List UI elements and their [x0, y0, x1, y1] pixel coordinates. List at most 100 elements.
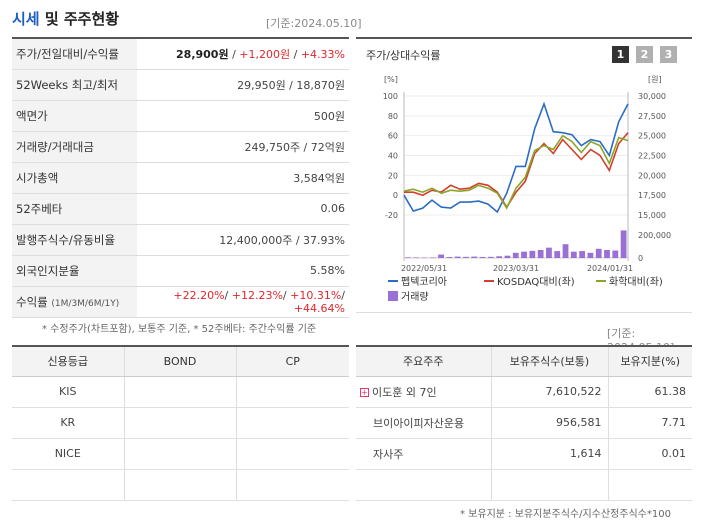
- holder-name: 자사주: [356, 438, 491, 470]
- quote-table: 주가/전일대비/수익률 28,900원 / +1,200원 / +4.33% 5…: [12, 37, 349, 318]
- table-row: KIS: [12, 376, 349, 408]
- return-3m: +12.23%: [231, 288, 283, 302]
- credit-header-row: 신용등급 BOND CP: [12, 346, 349, 377]
- quote-value: 500원: [137, 100, 349, 132]
- quote-value: 0.06: [137, 193, 349, 225]
- volume-bar: [487, 256, 494, 258]
- holder-name: + 이도훈 외 7인: [356, 376, 491, 408]
- credit-bond: [123, 469, 236, 501]
- table-row: 브이아이피자산운용 956,581 7.71: [356, 407, 692, 439]
- volume-tick-label: 200,000: [638, 231, 671, 240]
- credit-cp: [235, 469, 349, 501]
- quote-label: 52주베타: [12, 193, 137, 225]
- series-line: [404, 132, 629, 209]
- volume-bar: [620, 230, 627, 258]
- table-row: 자사주 1,614 0.01: [356, 438, 692, 470]
- table-row: [12, 469, 349, 501]
- holder-name-text[interactable]: 이도훈 외 7인: [372, 385, 437, 399]
- holder-shares: 956,581: [490, 407, 608, 439]
- quote-label: 52Weeks 최고/최저: [12, 69, 137, 101]
- volume-bar: [537, 249, 544, 258]
- y-right-tick-label: 15,000: [638, 211, 666, 220]
- table-row: NICE: [12, 438, 349, 470]
- volume-tick-label: 0: [638, 254, 643, 263]
- volume-bar: [405, 257, 411, 258]
- volume-bar: [604, 249, 610, 258]
- volume-bar: [587, 252, 594, 258]
- holder-name: [356, 469, 491, 501]
- quote-value: 249,750주 / 72억원: [137, 131, 349, 163]
- y-left-tick-label: 60: [388, 132, 398, 141]
- y-left-tick-label: 40: [388, 152, 398, 161]
- y-right-unit: [원]: [648, 75, 662, 84]
- holders-header: 주요주주: [356, 346, 491, 377]
- credit-bond: [123, 407, 236, 439]
- x-tick-label: 2024/01/31: [587, 264, 633, 273]
- quote-value: 28,900원 / +1,200원 / +4.33%: [137, 38, 349, 70]
- credit-header: 신용등급: [12, 346, 124, 377]
- holder-shares: 7,610,522: [490, 376, 608, 408]
- change-value: +1,200원: [239, 47, 291, 61]
- y-left-tick-label: -20: [385, 211, 398, 220]
- volume-bar: [504, 255, 511, 258]
- credit-agency: [12, 469, 124, 501]
- price-value: 28,900원: [176, 47, 229, 61]
- section-title: 시세 및 주주현황: [12, 8, 119, 29]
- volume-bar: [471, 256, 478, 258]
- credit-table: 신용등급 BOND CP KIS KR NICE: [12, 345, 349, 501]
- quote-row-returns: 수익률 (1M/3M/6M/1Y) +22.20%/ +12.23%/ +10.…: [12, 286, 349, 318]
- price-chart: [%] [원] 100 80 60 40 20 0 -20 30,000 27,500 25,000 2…: [383, 75, 671, 303]
- holders-table: 주요주주 보유주식수(보통) 보유지분(%) + 이도훈 외 7인 7,610,5…: [356, 345, 692, 501]
- returns-values: +22.20%/ +12.23%/ +10.31%/ +44.64%: [137, 286, 349, 318]
- y-right-tick-label: 20,000: [638, 171, 666, 180]
- separator: /: [224, 288, 232, 302]
- ref-date-top: [기준:2024.05.10]: [266, 17, 362, 30]
- chart-page-2-button[interactable]: 2: [636, 46, 653, 63]
- quote-footnote: * 수정주가(차트포함), 보통주 기준, * 52주베타: 주간수익률 기준: [42, 324, 317, 335]
- credit-agency: KR: [12, 407, 124, 439]
- volume-bar: [612, 250, 619, 258]
- expand-plus-icon[interactable]: +: [360, 388, 369, 397]
- table-row: [356, 469, 692, 501]
- credit-header: CP: [235, 346, 349, 377]
- quote-label: 시가총액: [12, 162, 137, 194]
- returns-period: (1M/3M/6M/1Y): [51, 298, 120, 309]
- quote-label: 수익률 (1M/3M/6M/1Y): [12, 286, 137, 318]
- return-6m: +10.31%: [290, 288, 342, 302]
- series-line: [403, 101, 629, 214]
- section-title-accent: 시세: [12, 10, 40, 28]
- holder-pct: 61.38: [607, 376, 692, 408]
- legend-label: 거래량: [401, 291, 429, 303]
- quote-value: 29,950원 / 18,870원: [137, 69, 349, 101]
- volume-bar: [546, 247, 552, 258]
- quote-label: 외국인지분율: [12, 255, 137, 287]
- chart-title: 주가/상대수익률: [366, 49, 441, 62]
- chart-panel: 주가/상대수익률 1 2 3 [%] [원] 100 80 60 40 20 0 -20 30,0…: [356, 37, 692, 313]
- volume-bar: [413, 257, 420, 258]
- holder-pct: [607, 469, 692, 501]
- volume-bar: [446, 257, 453, 258]
- volume-bar: [463, 256, 469, 258]
- volume-bar: [562, 244, 569, 258]
- credit-cp: [235, 407, 349, 439]
- volume-bar: [579, 251, 586, 258]
- return-1m: +22.20%: [173, 288, 225, 302]
- return-1y: +44.64%: [293, 301, 345, 315]
- quote-row-price: 주가/전일대비/수익률 28,900원 / +1,200원 / +4.33%: [12, 38, 349, 70]
- y-left-unit: [%]: [384, 75, 398, 84]
- credit-header: BOND: [123, 346, 236, 377]
- credit-agency: NICE: [12, 438, 124, 470]
- legend-label: 펩텍코리아: [401, 276, 447, 288]
- quote-row: 발행주식수/유동비율 12,400,000주 / 37.93%: [12, 224, 349, 256]
- legend-label: 화학대비(좌): [609, 276, 663, 288]
- volume-bar: [570, 251, 577, 258]
- legend-label: KOSDAQ대비(좌): [497, 276, 575, 288]
- quote-row: 52Weeks 최고/최저 29,950원 / 18,870원: [12, 69, 349, 101]
- credit-agency: KIS: [12, 376, 124, 408]
- quote-label: 주가/전일대비/수익률: [12, 38, 137, 70]
- separator: /: [228, 47, 240, 61]
- quote-row: 시가총액 3,584억원: [12, 162, 349, 194]
- quote-value: 3,584억원: [137, 162, 349, 194]
- chart-page-1-button[interactable]: 1: [612, 46, 629, 63]
- chart-page-3-button[interactable]: 3: [660, 46, 677, 63]
